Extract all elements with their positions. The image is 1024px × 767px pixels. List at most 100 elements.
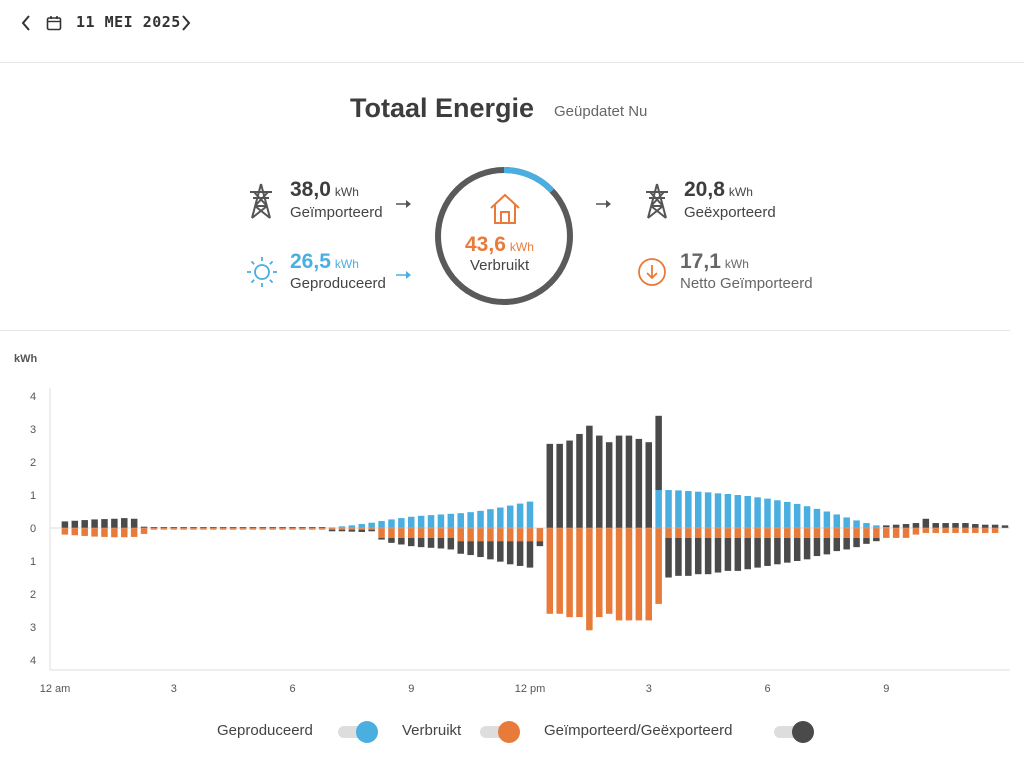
calendar-icon[interactable] [44, 13, 64, 33]
net-label: Netto Geïmporteerd [680, 275, 813, 292]
bar-produced [714, 493, 722, 528]
bar-consumed [150, 528, 158, 530]
bar-consumed [962, 528, 969, 533]
bar-grid [714, 537, 722, 573]
bar-consumed [774, 528, 781, 538]
bar-grid [615, 435, 623, 528]
bar-produced [813, 508, 821, 528]
bar-grid [506, 541, 514, 565]
bar-grid [368, 529, 375, 532]
exported-value: 20,8 [684, 178, 725, 201]
exported-unit: kWh [728, 185, 753, 199]
bar-consumed [239, 528, 247, 530]
bar-grid [180, 527, 187, 529]
bar-grid [596, 435, 603, 528]
bar-consumed [873, 528, 880, 538]
bar-consumed [704, 528, 712, 538]
bar-consumed [497, 528, 504, 542]
bar-produced [526, 501, 534, 528]
y-tick-label: 1 [30, 490, 36, 502]
bar-grid [140, 526, 148, 528]
bar-grid [210, 527, 217, 529]
bar-grid [497, 541, 504, 562]
bar-grid [269, 527, 276, 529]
bar-consumed [229, 528, 237, 530]
produced-unit: kWh [334, 257, 359, 271]
bar-produced [516, 503, 524, 528]
bar-consumed [586, 528, 593, 631]
bar-grid [398, 537, 405, 545]
bar-grid [477, 541, 484, 558]
bar-consumed [111, 528, 118, 538]
bar-grid [694, 537, 702, 575]
bar-grid [863, 537, 870, 544]
bar-consumed [338, 528, 346, 530]
bar-consumed [902, 528, 910, 538]
bar-consumed [942, 528, 949, 533]
bar-consumed [863, 528, 870, 538]
bar-consumed [269, 528, 276, 530]
consumed-unit: kWh [509, 240, 534, 254]
bar-consumed [506, 528, 514, 542]
bar-grid [536, 541, 544, 547]
bar-grid [309, 527, 316, 529]
toggle-knob-grid[interactable] [792, 721, 814, 743]
bar-grid [774, 537, 781, 565]
toggle-knob-produced[interactable] [356, 721, 378, 743]
bar-grid [586, 425, 593, 528]
bar-grid [546, 443, 554, 528]
bar-grid [358, 529, 366, 532]
bar-grid [457, 541, 464, 554]
bar-consumed [793, 528, 801, 538]
bar-consumed [754, 528, 761, 538]
chevron-left-icon[interactable] [16, 13, 36, 33]
bar-consumed [408, 528, 415, 538]
bar-consumed [605, 528, 613, 614]
legend-label-produced: Geproduceerd [217, 722, 313, 739]
bar-grid [388, 537, 395, 543]
net-value: 17,1 [680, 250, 721, 273]
bar-consumed [417, 528, 425, 538]
net-unit: kWh [724, 257, 749, 271]
bar-grid [942, 523, 949, 528]
y-tick-label: 4 [30, 391, 36, 403]
consumed-value-row: 43,6 kWh [465, 233, 534, 257]
chevron-right-icon[interactable] [176, 13, 196, 33]
x-tick-label: 6 [289, 683, 295, 695]
bar-grid [655, 415, 662, 491]
bar-produced [754, 497, 761, 528]
bar-grid [61, 521, 69, 528]
bar-produced [388, 519, 395, 528]
bar-consumed [160, 528, 168, 530]
bar-consumed [121, 528, 128, 538]
bar-consumed [675, 528, 682, 538]
bar-consumed [318, 528, 326, 530]
ring-progress [435, 167, 573, 305]
toggle-knob-consumed[interactable] [498, 721, 520, 743]
bar-produced [764, 498, 771, 528]
bar-consumed [388, 528, 395, 538]
bar-consumed [566, 528, 573, 618]
x-tick-label: 12 pm [515, 683, 546, 695]
bar-produced [437, 514, 445, 528]
house-icon [488, 192, 522, 231]
date-label[interactable]: 11 MEI 2025 [76, 13, 181, 31]
bar-consumed [546, 528, 554, 614]
bar-grid [71, 520, 79, 528]
bar-consumed [853, 528, 860, 538]
bar-consumed [299, 528, 306, 530]
sun-icon [246, 256, 278, 293]
bar-grid [912, 523, 920, 528]
bar-produced [348, 525, 356, 528]
bar-produced [694, 491, 702, 528]
bar-consumed [912, 528, 920, 535]
bar-produced [338, 526, 346, 528]
bar-consumed [526, 528, 534, 542]
bar-produced [467, 512, 474, 528]
y-tick-label: 4 [30, 655, 36, 667]
bar-consumed [655, 528, 662, 604]
bar-consumed [516, 528, 524, 542]
bar-grid [219, 527, 227, 529]
bar-grid [299, 527, 306, 529]
bar-grid [873, 537, 880, 542]
